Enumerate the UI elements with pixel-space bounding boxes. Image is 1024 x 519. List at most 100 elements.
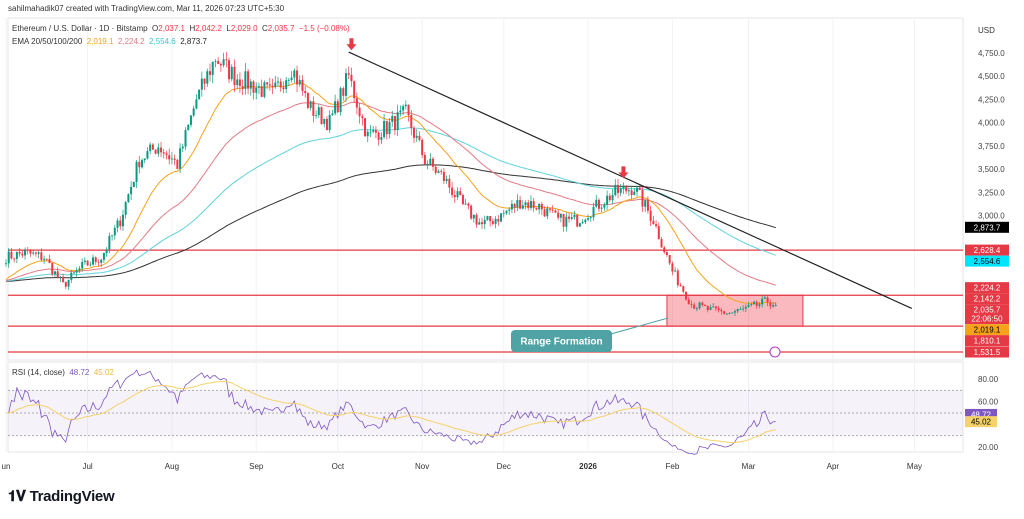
candle-body <box>761 298 764 305</box>
candle <box>195 94 198 110</box>
candle <box>486 215 489 221</box>
ema20-value: 2,019.1 <box>86 37 114 46</box>
candle <box>200 71 203 97</box>
candle-body <box>377 132 380 140</box>
candle <box>184 127 187 151</box>
candle <box>706 305 709 313</box>
candle <box>293 68 296 83</box>
candle-body <box>426 164 429 165</box>
candle-body <box>410 115 413 129</box>
candle-body <box>151 144 154 150</box>
candle-body <box>56 271 59 278</box>
price-tag-label: 1,531.5 <box>974 348 1001 357</box>
time-axis-label: Mar <box>742 462 756 471</box>
candle <box>26 246 29 255</box>
candle-body <box>298 79 301 85</box>
price-tag-label: 2,019.1 <box>974 326 1001 335</box>
candle <box>81 258 84 272</box>
candle-body <box>589 217 592 219</box>
candle-body <box>263 82 266 97</box>
candle-body <box>747 304 750 308</box>
candle <box>40 248 43 262</box>
candle <box>663 245 666 254</box>
candle <box>141 158 143 169</box>
candle <box>674 266 677 272</box>
candle-body <box>608 195 611 201</box>
candle <box>429 153 432 165</box>
candle <box>709 304 712 311</box>
price-axis-label: 4,750.0 <box>978 49 1005 58</box>
candle-body <box>682 286 685 292</box>
price-axis-label: 4,500.0 <box>978 72 1005 81</box>
candle-body <box>293 70 296 78</box>
candle <box>587 214 590 222</box>
candle <box>238 72 241 93</box>
candle <box>505 210 508 215</box>
candle-body <box>663 247 666 253</box>
candle <box>668 254 671 266</box>
candle <box>187 123 190 131</box>
candle-body <box>704 304 707 307</box>
candle <box>510 200 513 214</box>
candle <box>614 179 617 197</box>
candle-body <box>5 263 7 265</box>
candle <box>608 193 611 203</box>
candle <box>763 295 766 299</box>
candle <box>325 116 328 131</box>
candle <box>388 118 391 139</box>
candle <box>170 152 173 165</box>
candle-body <box>353 81 356 99</box>
candle-body <box>59 276 62 278</box>
candle-body <box>758 304 761 306</box>
candle <box>562 213 565 232</box>
candle-body <box>342 88 345 96</box>
rsi-tag <box>965 416 997 428</box>
candle <box>570 212 573 221</box>
candle-body <box>328 115 331 130</box>
candle <box>298 75 301 88</box>
candle <box>138 156 141 174</box>
candle-body <box>244 71 247 89</box>
candle <box>451 181 454 198</box>
close-value: 2,035.7 <box>267 24 295 33</box>
rsi-ma-value: 45.02 <box>93 368 114 377</box>
candle <box>317 104 320 119</box>
price-axis-label: 3,500.0 <box>978 165 1005 174</box>
candle <box>404 100 407 110</box>
candle-body <box>388 121 391 135</box>
candle <box>595 194 598 208</box>
candle-body <box>37 252 40 254</box>
candle <box>230 64 233 82</box>
candle-body <box>587 218 590 220</box>
candle <box>399 105 402 117</box>
rsi-axis-label: 80.00 <box>978 375 999 384</box>
candle-body <box>317 107 320 116</box>
candle-body <box>614 184 617 195</box>
candle-body <box>78 268 81 271</box>
candle-body <box>625 186 628 192</box>
main-pane <box>7 17 964 361</box>
candle-body <box>570 217 573 219</box>
candle-body <box>421 139 424 155</box>
candle <box>393 115 396 136</box>
candle-body <box>334 101 337 114</box>
candle-body <box>141 160 143 168</box>
candle <box>772 302 775 308</box>
candle-body <box>32 252 35 254</box>
candle <box>355 92 358 115</box>
candle-body <box>489 216 492 222</box>
open-value: 2,037.1 <box>158 24 185 33</box>
candle-body <box>753 301 755 305</box>
candle <box>306 91 309 110</box>
candle <box>712 302 715 308</box>
change-value: −1.5 (−0.08%) <box>298 24 350 33</box>
candle <box>331 109 334 116</box>
rsi-axis-label: 20.00 <box>978 443 999 452</box>
candle <box>407 104 410 122</box>
price-tag-label: 1,810.1 <box>974 337 1001 346</box>
candle <box>606 190 609 210</box>
candle-body <box>557 212 560 218</box>
candle <box>695 306 698 312</box>
candle <box>494 216 497 229</box>
